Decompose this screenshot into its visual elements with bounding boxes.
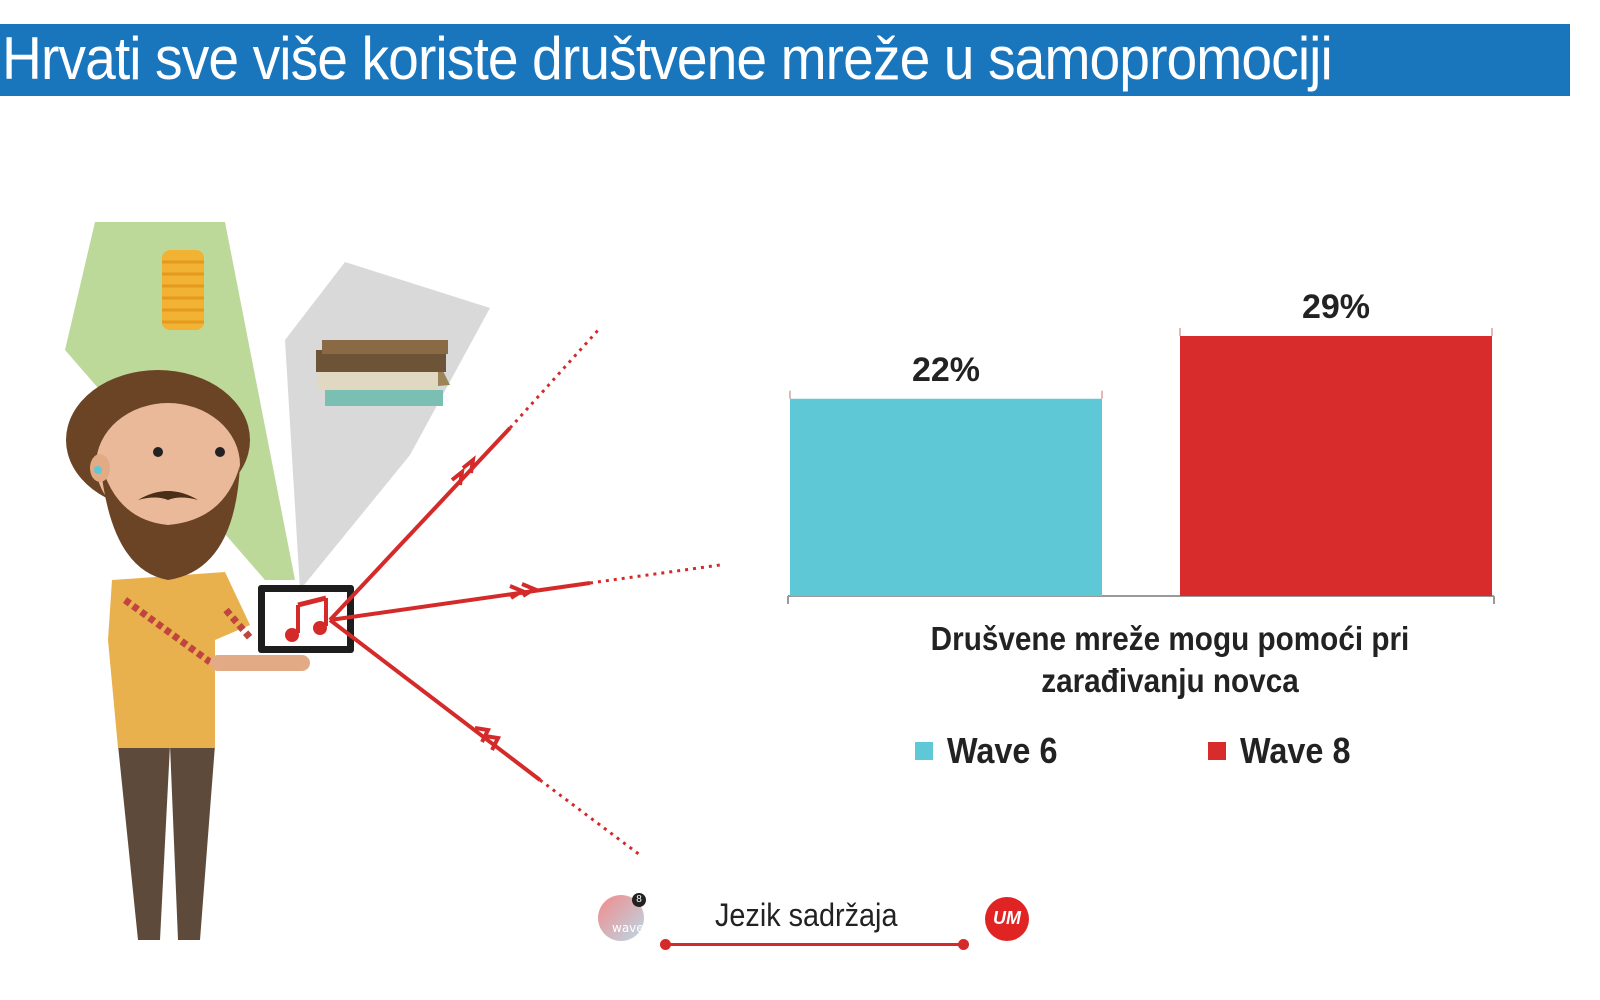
illustration [65, 222, 721, 940]
footer-label: Jezik sadržaja [715, 897, 898, 933]
data-label-wave6: 22% [912, 351, 980, 389]
legend-item-wave6: Wave 6 [915, 730, 1070, 772]
coins-icon [162, 250, 204, 330]
title-bar: Hrvati sve više koriste društvene mreže … [0, 24, 1570, 96]
legend-swatch-wave6 [915, 742, 933, 760]
um-logo: UM [985, 897, 1029, 941]
wave-logo-badge: 8 [632, 893, 646, 907]
legend-swatch-wave8 [1208, 742, 1226, 760]
legend-label-wave8: Wave 8 [1240, 730, 1351, 771]
thought-bubble [285, 262, 490, 590]
page-title: Hrvati sve više koriste društvene mreže … [2, 25, 1333, 92]
legend-item-wave8: Wave 8 [1208, 730, 1363, 772]
music-note-icon [285, 595, 328, 642]
signal-rays [328, 326, 721, 857]
data-label-wave8: 29% [1302, 288, 1370, 326]
legend-label-wave6: Wave 6 [947, 730, 1058, 771]
books-icon [316, 340, 450, 406]
wave-logo-badge-text: 8 [636, 894, 642, 905]
legend: Wave 6 Wave 8 [0, 730, 1600, 780]
person-figure [66, 370, 310, 940]
wave-logo-text: wave [612, 921, 644, 935]
footer-divider [662, 943, 962, 946]
footer-dot-right [958, 939, 969, 950]
bar-wave8 [1180, 336, 1492, 596]
footer-dot-left [660, 939, 671, 950]
um-logo-text: UM [993, 908, 1021, 928]
chart-svg: 22% 29% [787, 288, 1495, 604]
bar-wave6 [790, 398, 1102, 596]
footer: wave 8 Jezik sadržaja UM [590, 885, 1050, 965]
category-label: Drušvene mreže mogu pomoći pri zarađivan… [930, 620, 1410, 699]
bar-chart: 22% 29% [760, 260, 1560, 720]
